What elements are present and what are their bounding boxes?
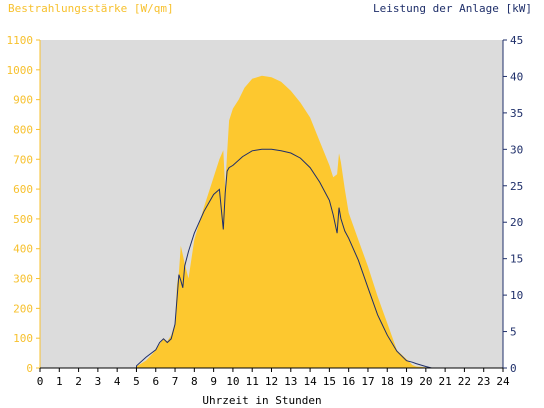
x-tick-label: 8 [191, 375, 198, 388]
x-tick-label: 12 [265, 375, 278, 388]
left-tick-label: 800 [13, 123, 33, 136]
x-tick-label: 13 [284, 375, 297, 388]
x-tick-label: 14 [303, 375, 317, 388]
right-tick-label: 25 [510, 180, 523, 193]
x-tick-label: 3 [95, 375, 102, 388]
irradiance-series-layer [40, 75, 446, 369]
left-tick-label: 500 [13, 213, 33, 226]
x-tick-label: 21 [439, 375, 452, 388]
x-tick-label: 6 [152, 375, 159, 388]
right-tick-label: 45 [510, 34, 523, 47]
x-tick-label: 16 [342, 375, 355, 388]
left-tick-label: 400 [13, 243, 33, 256]
x-tick-label: 11 [246, 375, 259, 388]
right-tick-label: 10 [510, 289, 523, 302]
x-axis-title: Uhrzeit in Stunden [202, 394, 321, 407]
x-tick-label: 24 [496, 375, 510, 388]
left-tick-label: 100 [13, 332, 33, 345]
x-tick-label: 4 [114, 375, 121, 388]
left-tick-label: 600 [13, 183, 33, 196]
x-tick-label: 15 [323, 375, 336, 388]
left-tick-label: 1100 [7, 34, 34, 47]
left-tick-label: 700 [13, 153, 33, 166]
x-tick-label: 10 [226, 375, 239, 388]
x-tick-label: 23 [477, 375, 490, 388]
left-tick-label: 200 [13, 302, 33, 315]
left-tick-label: 1000 [7, 64, 34, 77]
left-tick-label: 300 [13, 273, 33, 286]
x-tick-label: 7 [172, 375, 179, 388]
x-tick-label: 17 [361, 375, 374, 388]
left-axis-title: Bestrahlungsstärke [W/qm] [8, 2, 174, 15]
power-line [40, 148, 503, 369]
x-tick-label: 0 [37, 375, 44, 388]
right-axis-title: Leistung der Anlage [kW] [373, 2, 532, 15]
x-tick-label: 5 [133, 375, 140, 388]
x-tick-label: 19 [400, 375, 413, 388]
x-tick-label: 1 [56, 375, 63, 388]
x-tick-label: 20 [419, 375, 432, 388]
right-tick-label: 40 [510, 70, 523, 83]
right-tick-label: 30 [510, 143, 523, 156]
irradiance-area [40, 75, 446, 369]
left-tick-label: 900 [13, 94, 33, 107]
left-tick-label: 0 [26, 362, 33, 375]
axes: 0100200300400500600700800900100011000510… [7, 34, 524, 388]
right-tick-label: 5 [510, 326, 517, 339]
right-tick-label: 0 [510, 362, 517, 375]
right-tick-label: 35 [510, 107, 523, 120]
right-tick-label: 15 [510, 253, 523, 266]
right-tick-label: 20 [510, 216, 523, 229]
x-tick-label: 22 [458, 375, 471, 388]
x-tick-label: 9 [210, 375, 217, 388]
x-tick-label: 18 [381, 375, 394, 388]
power-series-layer [40, 148, 503, 369]
x-tick-label: 2 [75, 375, 82, 388]
